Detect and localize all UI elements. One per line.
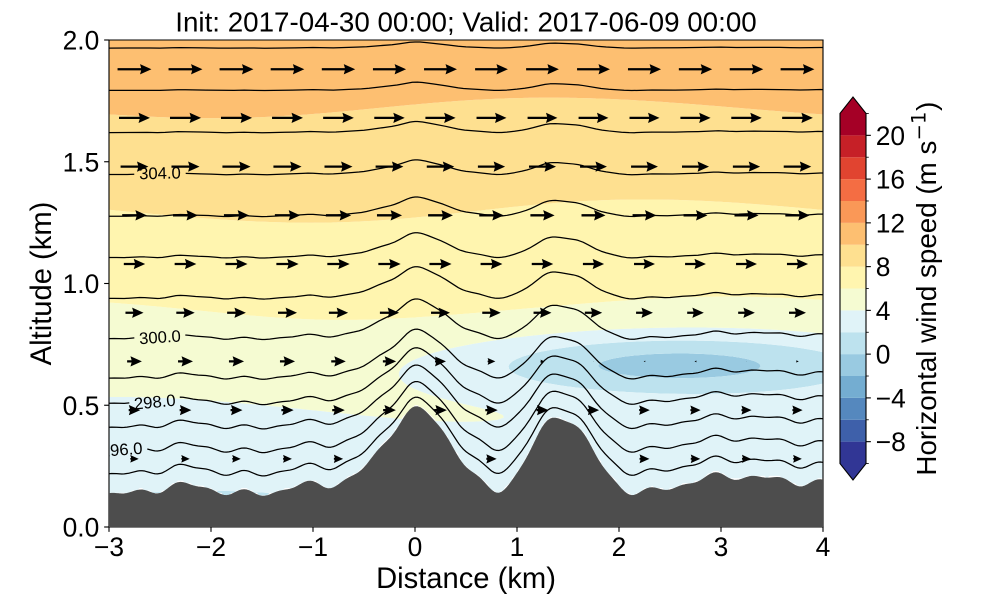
svg-text:Distance (km): Distance (km) [376, 563, 556, 595]
svg-text:1.0: 1.0 [63, 269, 100, 299]
svg-text:4: 4 [876, 296, 891, 326]
svg-text:−2: −2 [196, 532, 226, 562]
svg-text:0.0: 0.0 [63, 513, 100, 543]
svg-text:0: 0 [876, 340, 891, 370]
svg-text:20: 20 [876, 121, 905, 151]
svg-text:16: 16 [876, 165, 905, 195]
svg-text:0.5: 0.5 [63, 391, 100, 421]
svg-text:2: 2 [612, 532, 627, 562]
svg-text:1: 1 [510, 532, 525, 562]
svg-text:Altitude (km): Altitude (km) [26, 202, 58, 366]
svg-text:H o r i: H o r i z o n t a l w i n d s p e e d ( [906, 95, 943, 475]
svg-text:300.0: 300.0 [138, 327, 181, 349]
svg-text:−8: −8 [876, 427, 906, 457]
svg-text:12: 12 [876, 208, 905, 238]
svg-text:−1: −1 [298, 532, 328, 562]
svg-text:4: 4 [816, 532, 831, 562]
svg-text:298.0: 298.0 [133, 391, 176, 414]
svg-text:0: 0 [408, 532, 423, 562]
svg-text:Init: 2017-04-30 00:00; Valid:: Init: 2017-04-30 00:00; Valid: 2017-06-0… [175, 7, 756, 38]
svg-text:3: 3 [714, 532, 729, 562]
svg-text:8: 8 [876, 252, 891, 282]
svg-text:1.5: 1.5 [63, 147, 100, 177]
svg-text:2.0: 2.0 [63, 26, 100, 56]
svg-text:−4: −4 [876, 383, 906, 413]
svg-text:304.0: 304.0 [139, 163, 181, 183]
